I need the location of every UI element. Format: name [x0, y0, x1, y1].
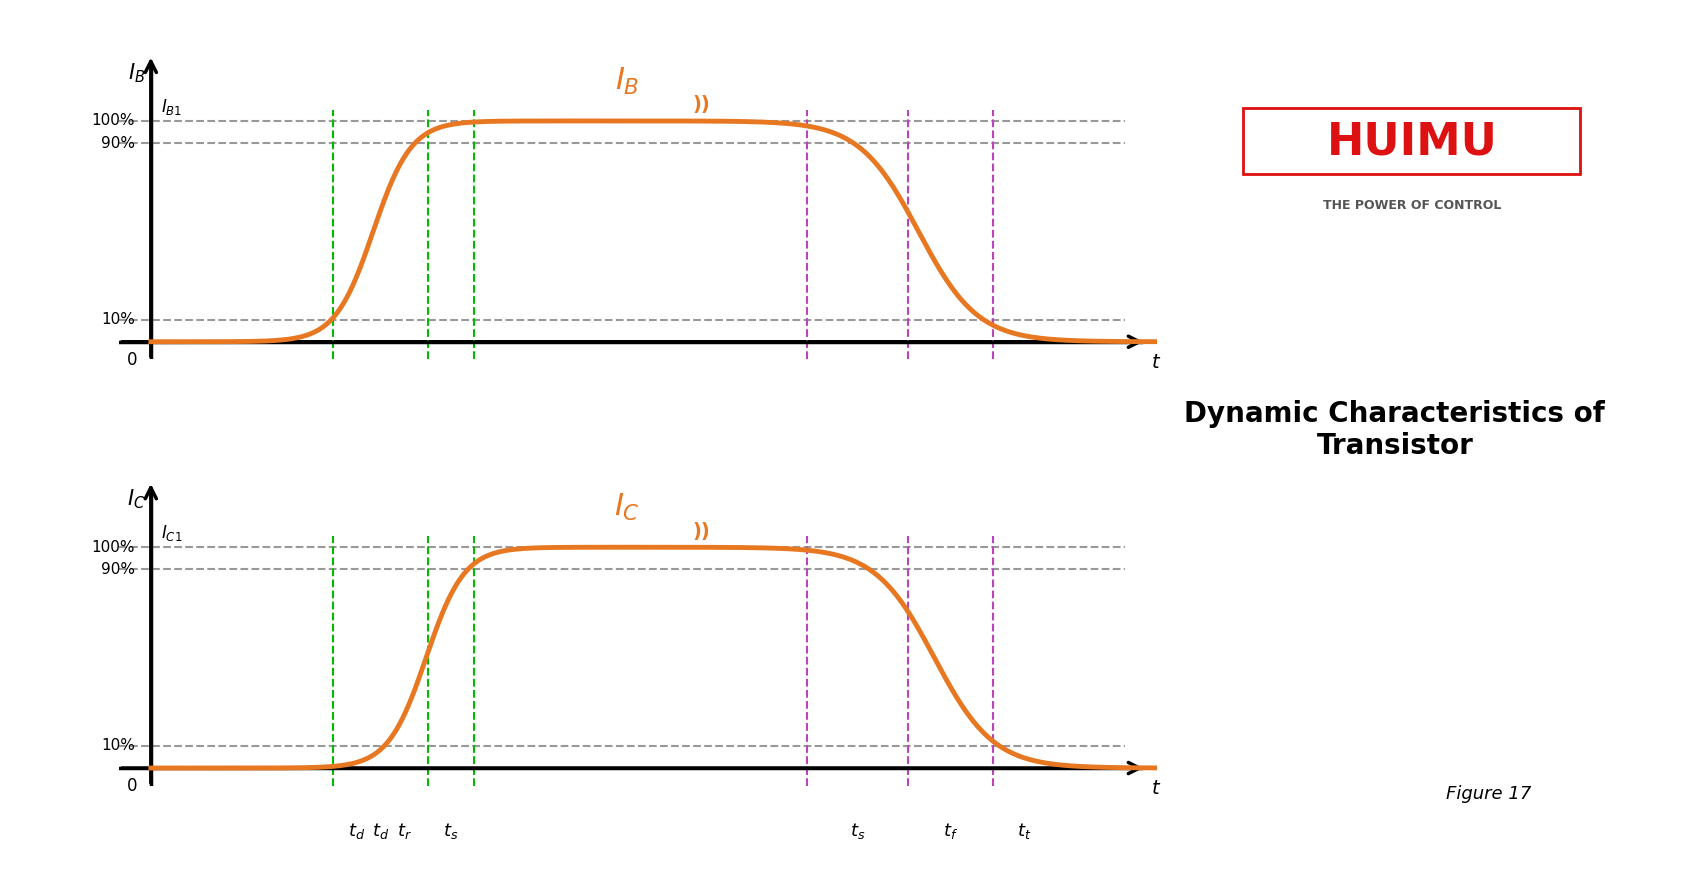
Text: 10%: 10% — [100, 739, 134, 753]
Text: $t_d$: $t_d$ — [349, 821, 366, 841]
Text: $I_B$: $I_B$ — [616, 65, 640, 97]
Text: Dynamic Characteristics of
Transistor: Dynamic Characteristics of Transistor — [1184, 400, 1606, 460]
Text: $I_C$: $I_C$ — [614, 491, 640, 523]
Text: 100%: 100% — [92, 113, 134, 128]
Text: $t_r$: $t_r$ — [396, 821, 412, 841]
Text: $t_s$: $t_s$ — [444, 821, 459, 841]
Text: 90%: 90% — [100, 135, 134, 150]
Bar — [1243, 107, 1580, 174]
Text: $t_t$: $t_t$ — [1017, 821, 1031, 841]
Text: t: t — [1152, 779, 1158, 798]
Text: t: t — [1152, 353, 1158, 372]
Text: $t_f$: $t_f$ — [942, 821, 958, 841]
Text: 100%: 100% — [92, 540, 134, 554]
Text: $I_{B1}$: $I_{B1}$ — [162, 97, 182, 116]
Text: $I_C$: $I_C$ — [128, 488, 146, 512]
Text: 0: 0 — [126, 777, 138, 795]
Text: )): )) — [692, 521, 711, 540]
Text: $t_d$: $t_d$ — [373, 821, 390, 841]
Text: $I_{C1}$: $I_{C1}$ — [162, 523, 182, 543]
Text: 0: 0 — [126, 351, 138, 368]
Text: THE POWER OF CONTROL: THE POWER OF CONTROL — [1323, 199, 1500, 211]
Text: 10%: 10% — [100, 313, 134, 327]
Text: )): )) — [692, 95, 711, 114]
Text: $t_s$: $t_s$ — [850, 821, 866, 841]
Text: 90%: 90% — [100, 562, 134, 577]
Text: HUIMU: HUIMU — [1327, 120, 1497, 164]
Text: $I_B$: $I_B$ — [128, 61, 146, 85]
Text: Figure 17: Figure 17 — [1446, 786, 1531, 803]
